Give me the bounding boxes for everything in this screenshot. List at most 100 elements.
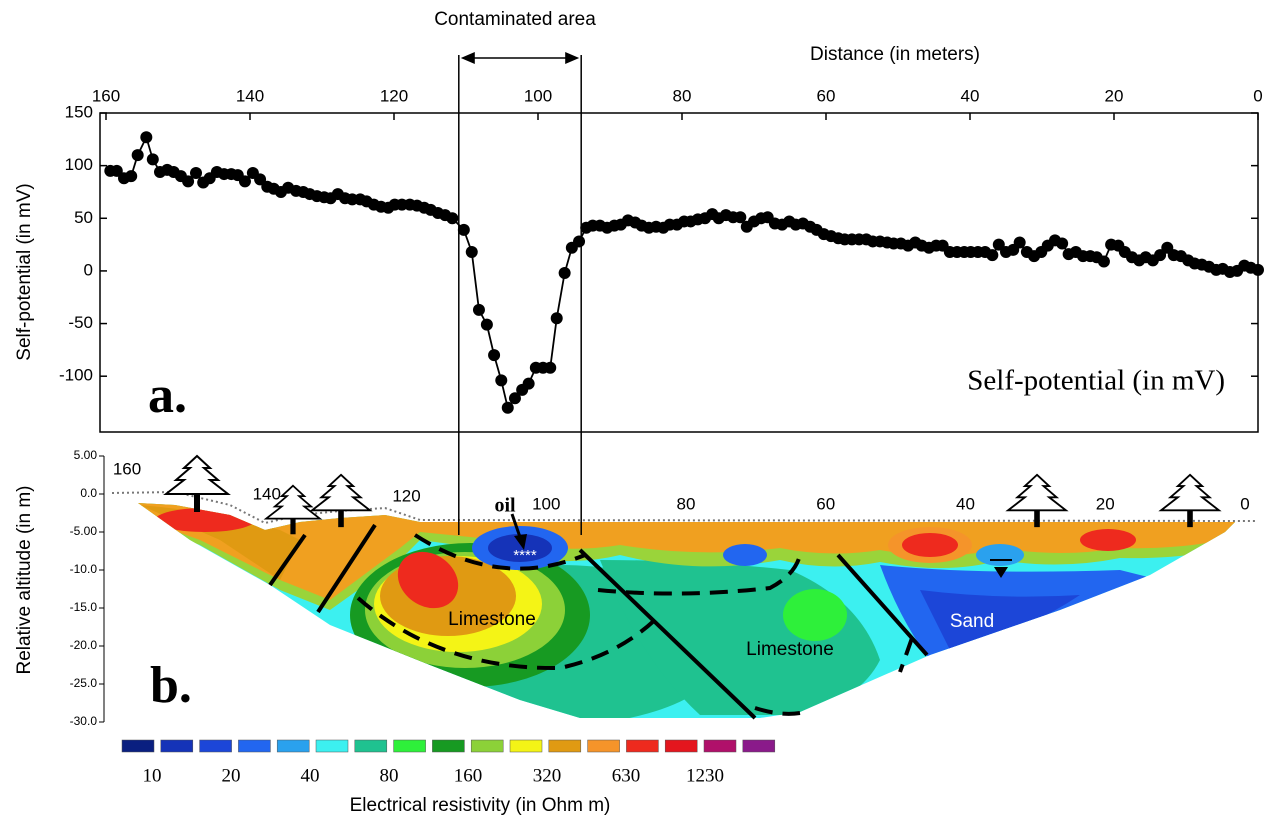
distance-label: 20 (1096, 494, 1115, 513)
arrow-head (460, 52, 580, 64)
distance-label: 120 (392, 486, 420, 505)
colorbar-tick-label: 160 (454, 765, 483, 786)
data-point (1056, 237, 1069, 250)
data-point (522, 377, 535, 390)
annotation: **** (513, 547, 537, 564)
colorbar-swatch (354, 739, 388, 753)
data-point (508, 392, 521, 405)
y-tick-label: 150 (65, 102, 93, 121)
colorbar-tick-label: 10 (143, 765, 162, 786)
y-axis-label: Self-potential (in mV) (14, 183, 35, 360)
data-point (558, 267, 571, 280)
data-point (992, 238, 1005, 251)
y-tick-label: 0.0 (80, 486, 97, 500)
y-tick-label: -100 (59, 366, 93, 385)
colorbar-swatch (626, 739, 659, 753)
data-point (238, 175, 251, 188)
data-point (1013, 236, 1026, 249)
data-point (1097, 255, 1110, 268)
colorbar-tick-label: 40 (301, 765, 320, 786)
colorbar-swatch (664, 739, 698, 753)
dashed-boundaries (356, 533, 914, 716)
distance-label: 140 (253, 484, 281, 503)
x-tick-label: 120 (380, 86, 408, 105)
data-point (501, 401, 514, 414)
y-tick-label: 100 (65, 155, 93, 174)
colorbar-tick-label: 630 (612, 765, 641, 786)
water-table (990, 559, 1012, 578)
data-point (1154, 249, 1167, 262)
data-point (131, 149, 144, 162)
data-point (472, 303, 485, 316)
x-tick-label: 160 (92, 86, 120, 105)
data-point (182, 175, 195, 188)
y-tick-label: 5.00 (74, 448, 98, 462)
colorbar-swatch (703, 739, 737, 753)
y-tick-label: -25.0 (70, 676, 98, 690)
data-point (457, 223, 470, 236)
colorbar-swatch (315, 739, 349, 753)
data-point (573, 235, 586, 248)
colorbar-swatch (509, 739, 543, 753)
colorbar-tick-label: 80 (380, 765, 399, 786)
colorbar-swatch (238, 739, 271, 753)
y-tick-label: 0 (84, 260, 93, 279)
x-axis-label: Distance (in meters) (810, 44, 980, 65)
y-tick-label: 50 (74, 208, 93, 227)
x-tick-label: 20 (1105, 86, 1124, 105)
data-point (488, 349, 501, 362)
colorbar-tick-label: 1230 (686, 765, 724, 786)
data-point (480, 318, 493, 331)
data-point (986, 249, 999, 262)
oil-arrow (510, 513, 527, 550)
colorbar-swatch (276, 739, 310, 753)
x-tick-label: 0 (1253, 86, 1262, 105)
annotation: Self-potential (in mV) (967, 365, 1225, 397)
colorbar-swatch (742, 739, 776, 753)
x-tick-label: 40 (961, 86, 980, 105)
colorbar-swatch (393, 739, 426, 753)
colorbar-swatch (548, 739, 582, 753)
distance-label: 160 (113, 459, 141, 478)
x-tick-label: 80 (673, 86, 692, 105)
colorbar-swatch (121, 739, 155, 753)
data-point (465, 245, 478, 258)
colorbar-tick-label: 320 (533, 765, 562, 786)
distance-label: 100 (532, 494, 560, 513)
contour-fill (138, 503, 1235, 718)
data-point (254, 173, 267, 186)
data-point (125, 170, 138, 183)
annotation: Limestone (448, 609, 536, 630)
data-point (190, 167, 202, 180)
y-tick-label: -30.0 (70, 714, 98, 728)
x-tick-label: 140 (236, 86, 264, 105)
data-point (734, 211, 747, 224)
data-point (495, 374, 508, 387)
annotation: oil (494, 495, 516, 517)
annotation: Sand (950, 611, 994, 632)
colorbar-swatch (432, 739, 465, 753)
distance-label: 60 (816, 494, 835, 513)
y-tick-label: -15.0 (70, 600, 98, 614)
colorbar-swatch (470, 739, 504, 753)
colorbar-label: Electrical resistivity (in Ohm m) (350, 795, 611, 816)
data-point (544, 361, 557, 374)
y-axis-label: Relative altitude (in m) (14, 485, 35, 674)
colorbar-tick-label: 20 (222, 765, 241, 786)
panel-label: a. (148, 367, 187, 424)
y-tick-label: -20.0 (70, 638, 98, 652)
y-tick-label: -5.00 (70, 524, 98, 538)
annotation: Limestone (746, 639, 834, 660)
x-tick-label: 100 (524, 86, 552, 105)
colorbar-swatch (199, 739, 232, 753)
data-point (140, 131, 153, 144)
distance-label: 0 (1240, 494, 1249, 513)
distance-label: 40 (956, 494, 975, 513)
panel-label: b. (150, 657, 192, 714)
data-point (446, 212, 459, 225)
fault-lines (268, 523, 929, 720)
ground-surface (111, 490, 1256, 525)
colorbar-swatch (160, 739, 194, 753)
